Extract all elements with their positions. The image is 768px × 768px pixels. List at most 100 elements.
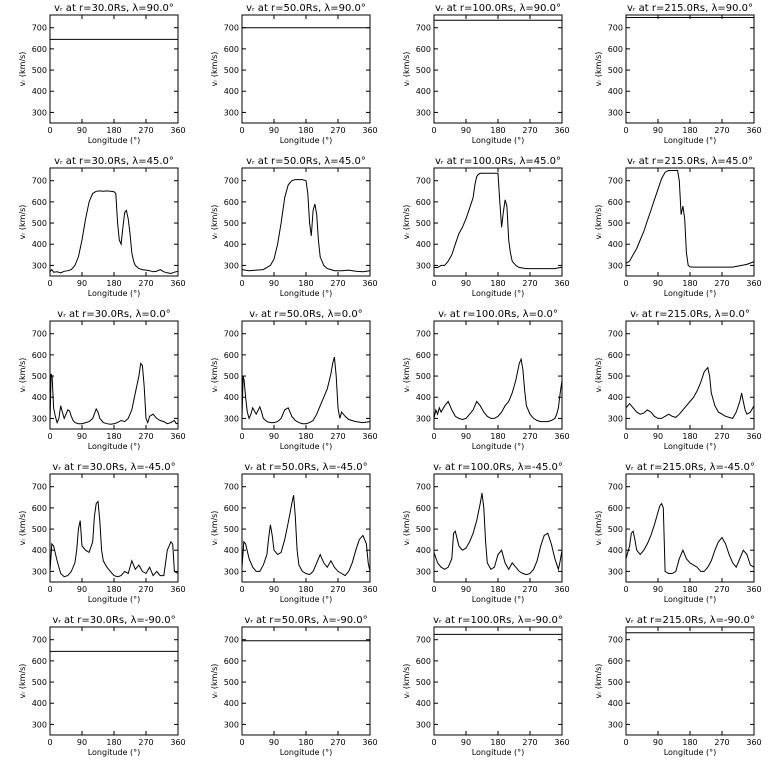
y-axis-label: vᵣ (km/s) [594,358,603,393]
panel-title: vᵣ at r=50.0Rs, λ=0.0° [249,309,362,320]
panel-16: vᵣ at r=215.0Rs, λ=-45.0° 0 90 180 270 360 300… [594,462,762,604]
y-tick-label: 600 [224,45,239,54]
x-axis-label: Longitude (°) [88,289,141,298]
y-tick-label: 400 [416,546,431,555]
x-tick-label: 180 [298,126,313,135]
panel-title: vᵣ at r=50.0Rs, λ=-45.0° [244,462,367,473]
x-tick-label: 360 [554,279,569,288]
series-line [434,172,563,270]
x-tick-label: 180 [298,585,313,594]
series-line [433,493,563,576]
x-tick-label: 360 [362,126,377,135]
y-tick-label: 600 [224,657,239,666]
x-tick-label: 360 [170,126,185,135]
plot-frame [49,473,179,583]
y-tick-label: 600 [416,45,431,54]
y-tick-label: 400 [224,87,239,96]
y-tick-label: 300 [608,261,623,270]
x-tick-label: 360 [554,126,569,135]
x-tick-label: 360 [362,279,377,288]
panel-11: vᵣ at r=100.0Rs, λ=0.0° 0 90 180 270 360 300 40… [402,309,570,451]
x-tick-label: 360 [554,432,569,441]
x-axis-label: Longitude (°) [88,136,141,145]
panel-title: vᵣ at r=100.0Rs, λ=-90.0° [433,615,563,626]
x-tick-label: 270 [138,738,153,747]
x-axis-label: Longitude (°) [472,289,525,298]
y-tick-label: 400 [608,393,623,402]
x-tick-label: 270 [138,126,153,135]
x-tick-label: 180 [490,126,505,135]
panel-18: vᵣ at r=50.0Rs, λ=-90.0° 0 90 180 270 360 300 4… [210,615,378,757]
y-tick-label: 500 [416,219,431,228]
panel-19: vᵣ at r=100.0Rs, λ=-90.0° 0 90 180 270 360 300… [402,615,570,757]
y-tick-label: 700 [416,177,431,186]
series-line [625,170,755,268]
y-tick-label: 400 [608,87,623,96]
y-tick-label: 300 [416,720,431,729]
series-line [49,190,179,275]
x-tick-label: 0 [431,432,436,441]
plot-frame [49,14,179,124]
x-tick-label: 180 [106,279,121,288]
x-tick-label: 360 [362,738,377,747]
plot-frame [625,14,755,124]
y-tick-label: 500 [32,525,47,534]
panel-14: vᵣ at r=50.0Rs, λ=-45.0° 0 90 180 270 360 300 4… [210,462,378,604]
panel-15: vᵣ at r=100.0Rs, λ=-45.0° 0 90 180 270 360 300… [402,462,570,604]
y-tick-label: 300 [608,720,623,729]
y-tick-label: 400 [416,393,431,402]
x-tick-label: 90 [269,279,279,288]
panel-12: vᵣ at r=215.0Rs, λ=0.0° 0 90 180 270 360 300 40… [594,309,762,451]
x-axis-label: Longitude (°) [88,748,141,757]
x-tick-label: 180 [490,279,505,288]
x-tick-label: 360 [362,585,377,594]
panel-title: vᵣ at r=50.0Rs, λ=-90.0° [244,615,367,626]
y-tick-label: 500 [224,219,239,228]
x-tick-label: 0 [47,279,52,288]
y-tick-label: 400 [224,546,239,555]
x-tick-label: 180 [106,585,121,594]
x-tick-label: 0 [47,432,52,441]
panel-title: vᵣ at r=100.0Rs, λ=45.0° [435,156,561,167]
y-tick-label: 600 [416,504,431,513]
y-axis-label: vᵣ (km/s) [18,511,27,546]
plot-frame [625,320,755,430]
y-tick-label: 400 [32,546,47,555]
x-axis-label: Longitude (°) [472,748,525,757]
panel-title: vᵣ at r=215.0Rs, λ=90.0° [627,3,753,14]
y-axis-label: vᵣ (km/s) [210,205,219,240]
y-tick-label: 700 [416,483,431,492]
x-tick-label: 270 [330,279,345,288]
y-axis-label: vᵣ (km/s) [594,52,603,87]
y-axis-label: vᵣ (km/s) [594,205,603,240]
x-tick-label: 0 [623,126,628,135]
y-tick-label: 600 [416,198,431,207]
x-tick-label: 0 [431,126,436,135]
x-tick-label: 0 [623,738,628,747]
panel-5: vᵣ at r=30.0Rs, λ=45.0° 0 90 180 270 360 300 40… [18,156,186,298]
y-tick-label: 300 [608,108,623,117]
y-tick-label: 400 [32,699,47,708]
y-tick-label: 700 [224,24,239,33]
y-axis-label: vᵣ (km/s) [594,511,603,546]
panel-8: vᵣ at r=215.0Rs, λ=45.0° 0 90 180 270 360 300 4… [594,156,762,298]
y-tick-label: 400 [608,699,623,708]
y-tick-label: 300 [416,567,431,576]
series-line [49,500,179,578]
y-tick-label: 500 [608,678,623,687]
x-tick-label: 270 [522,279,537,288]
x-tick-label: 0 [431,738,436,747]
y-tick-label: 300 [32,567,47,576]
y-tick-label: 700 [608,177,623,186]
y-tick-label: 300 [32,261,47,270]
panel-title: vᵣ at r=30.0Rs, λ=-45.0° [52,462,175,473]
x-tick-label: 360 [170,279,185,288]
plot-frame [625,167,755,277]
panel-3: vᵣ at r=100.0Rs, λ=90.0° 0 90 180 270 360 300 4… [402,3,570,145]
x-tick-label: 0 [47,585,52,594]
x-tick-label: 360 [746,279,761,288]
series-line [241,356,371,425]
y-tick-label: 700 [608,24,623,33]
x-tick-label: 180 [682,279,697,288]
x-tick-label: 270 [522,585,537,594]
